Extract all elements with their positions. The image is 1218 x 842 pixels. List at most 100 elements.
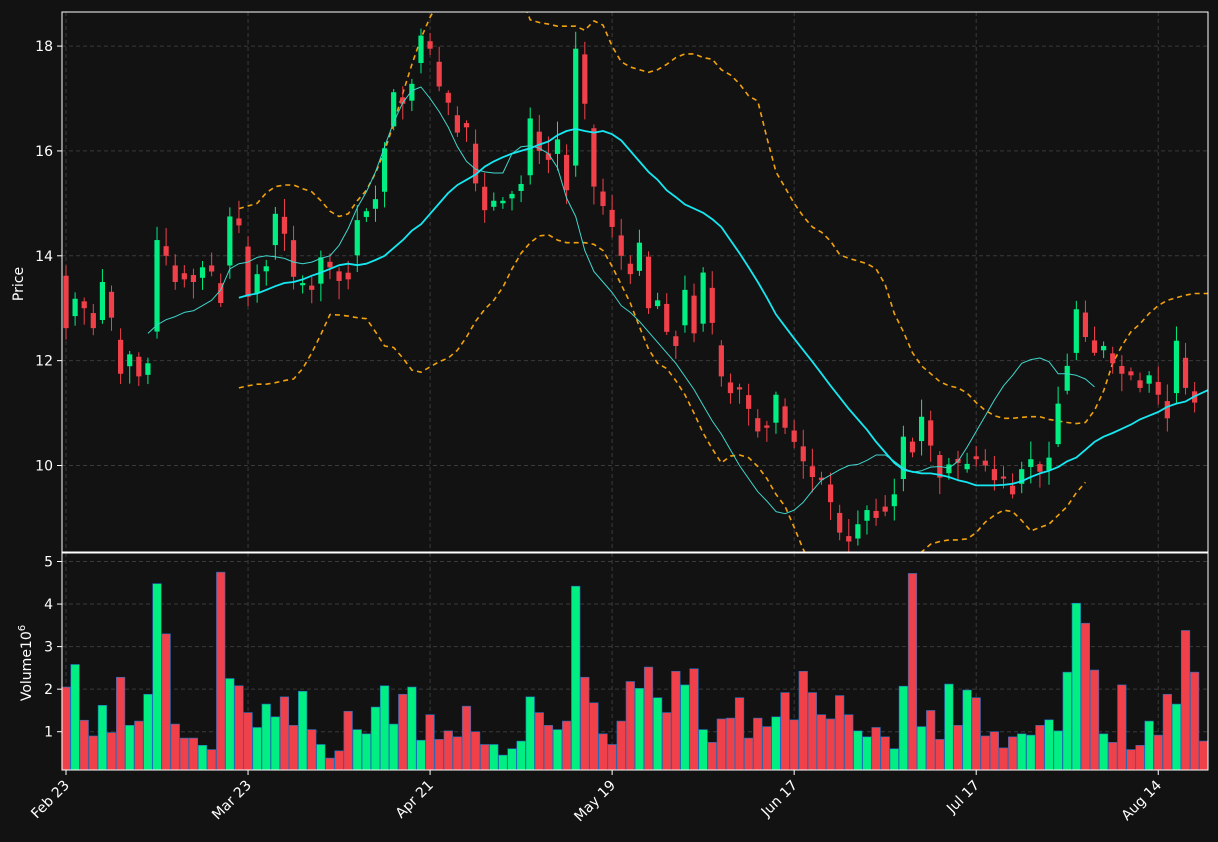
volume-bar [744,737,754,771]
volume-bar [980,735,990,771]
volume-bar [507,748,517,771]
candle-body [163,246,169,256]
volume-bar [707,742,717,771]
candle-body [782,406,788,428]
candle-body [718,345,724,377]
sma-fast-line [147,86,1095,515]
volume-panel-frame [61,552,1209,771]
candle-body [1064,365,1070,391]
volume-bar [1117,684,1127,771]
candle-body [81,301,87,309]
volume-bar [416,739,426,771]
candle-body [509,193,515,199]
candle-body [336,271,342,281]
candle-body [63,275,69,329]
volume-bar [816,714,827,771]
volume-bar [243,712,253,771]
price-panel-frame [61,11,1209,553]
candle-body [254,274,260,294]
volume-bar [498,754,508,771]
volume-bar [470,731,481,771]
candle-body [190,275,197,282]
volume-y-tick-label: 4 [44,597,53,613]
volume-bar [170,723,180,771]
volume-bar [452,736,462,771]
candle-body [855,524,861,539]
volume-bar [671,670,681,771]
candle-body [1046,457,1052,471]
candle-body [564,154,570,191]
volume-bar [680,684,690,771]
volume-bar [1026,734,1036,771]
volume-bar [252,727,262,771]
candle-body [691,295,697,334]
candle-body [1128,371,1134,376]
candle-body [72,298,78,317]
volume-bar [562,720,572,771]
candle-body [818,477,825,481]
volume-bar [944,683,954,771]
candle-body [400,97,406,104]
volume-bar [370,706,381,771]
candle-body [727,382,734,394]
candle-body [873,510,879,518]
candle-body [1101,345,1107,351]
candle-body [837,512,843,533]
volume-axis-title-text: Volume [19,649,35,701]
candle-body [418,35,424,63]
volume-bar [771,716,781,771]
volume-bar [625,681,635,771]
candle-body [682,289,688,326]
volume-bar [989,731,1000,771]
candle-body [1055,403,1061,445]
volume-bar [634,688,645,771]
candle-body [536,131,542,151]
candle-body [491,200,497,207]
candle-body [645,256,652,309]
candle-body [272,213,278,246]
volume-bar [389,723,399,771]
moving-averages [147,86,1208,515]
candle-body [1173,340,1180,394]
volume-bar [534,712,544,771]
candle-body [445,92,451,103]
candle-body [655,300,661,307]
volume-bar [835,695,845,771]
candle-body [263,266,269,272]
volume-bar [698,729,708,771]
candle-body [527,118,533,176]
volume-bar [1008,736,1018,771]
volume-bar [643,666,654,771]
volume-bar [862,736,872,771]
candle-body [482,186,488,211]
volume-bar [1099,733,1109,771]
candle-body [318,257,324,284]
candle-body [500,200,506,204]
candle-body [391,92,397,127]
volume-y-tick-label: 5 [44,555,53,571]
volume-bar [125,725,135,771]
volume-bar [1017,733,1027,771]
candle-body [1000,476,1007,479]
volume-bar [70,664,80,771]
volume-bar [1126,749,1136,771]
volume-bar [798,670,808,771]
candle-body [554,139,561,154]
volume-bar [1044,719,1054,771]
volume-bar [1144,720,1154,771]
candle-body [891,494,897,507]
bollinger-upper-line [238,12,1208,425]
candle-body [1073,309,1079,353]
volume-bar [926,710,936,771]
volume-bar [79,719,89,771]
candle-body [809,466,815,478]
candle-body [700,272,706,324]
candle-body [846,536,852,542]
volume-bar [1199,740,1209,771]
volume-bar [1053,730,1063,771]
candle-body [928,420,934,446]
volume-bar [516,740,526,771]
candle-body [290,240,297,277]
